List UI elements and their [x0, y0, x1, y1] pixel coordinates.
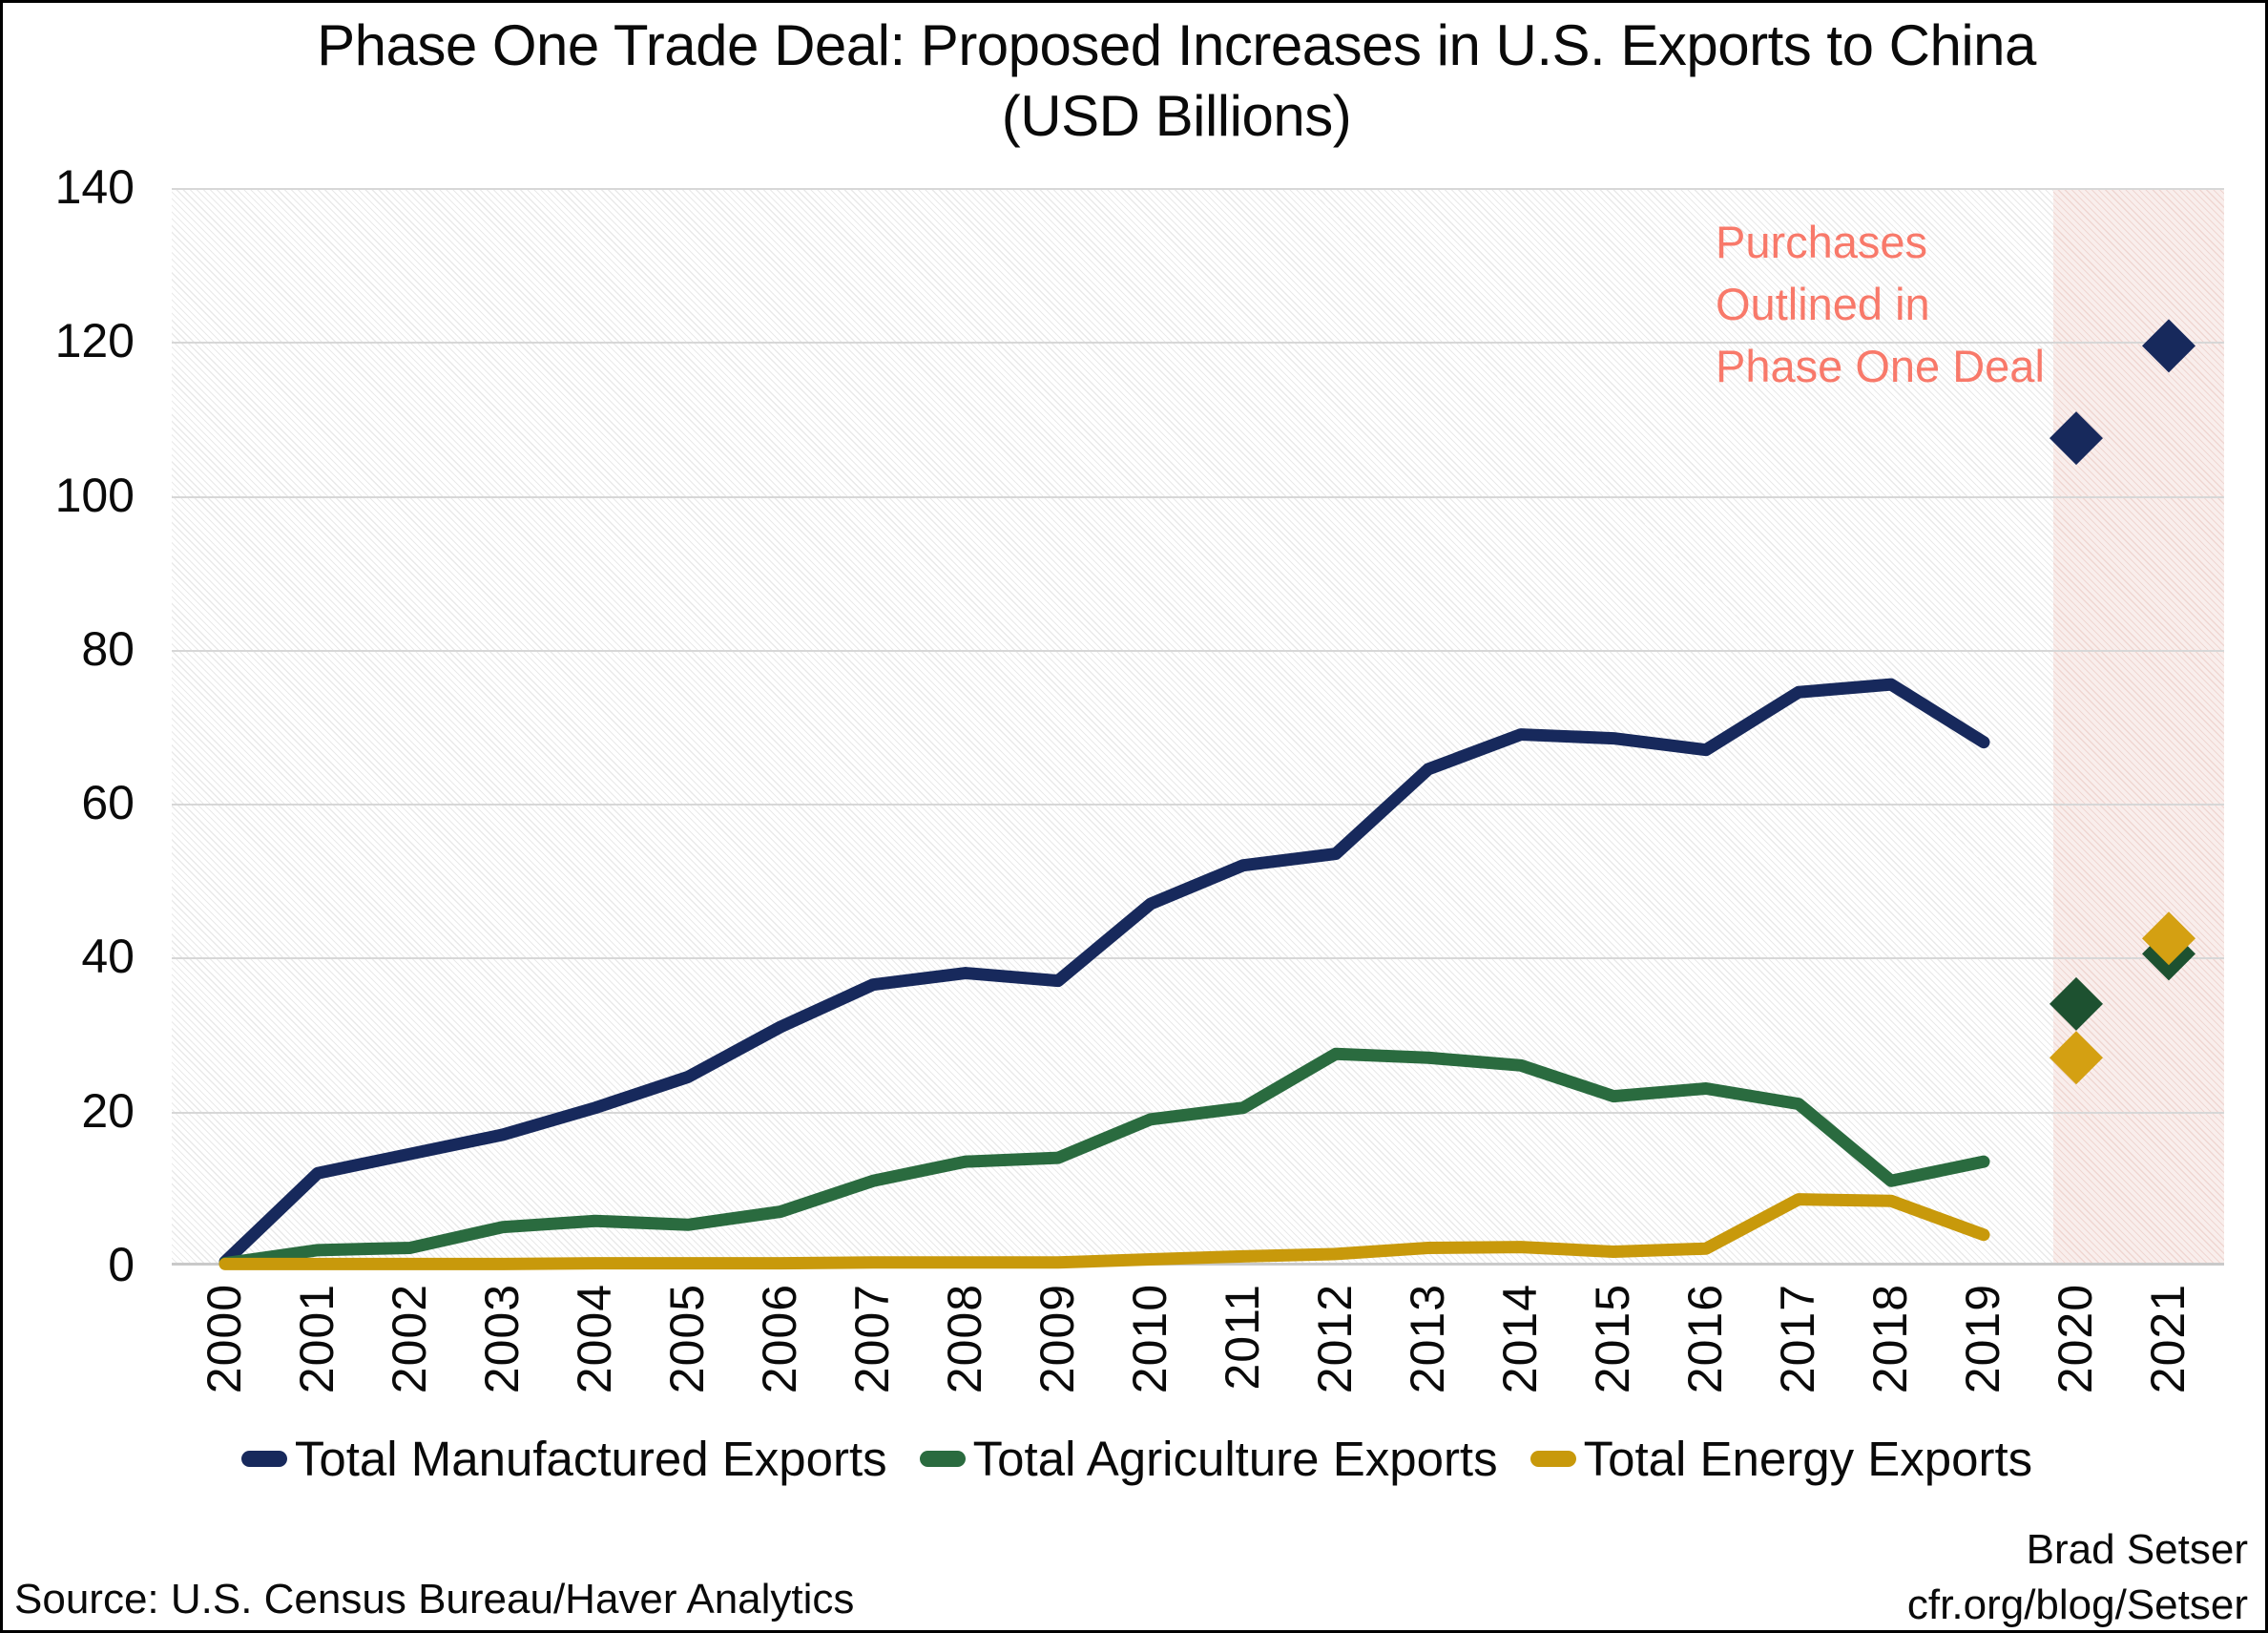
legend-item-agriculture: Total Agriculture Exports	[919, 1431, 1498, 1487]
y-tick-label-0: 0	[108, 1238, 135, 1291]
x-tick-label-2017: 2017	[1771, 1284, 1824, 1394]
gridline-140	[172, 188, 2224, 190]
annotation-line-3: Phase One Deal	[1716, 341, 2045, 391]
legend-label-energy: Total Energy Exports	[1583, 1432, 2033, 1486]
agriculture-legend-marker	[919, 1451, 966, 1467]
annotation-line-1: Purchases	[1716, 217, 1928, 267]
x-tick-label-2004: 2004	[568, 1284, 621, 1394]
x-tick-label-2018: 2018	[1863, 1284, 1917, 1394]
legend-item-manufactured: Total Manufactured Exports	[240, 1431, 887, 1487]
source-note: Source: U.S. Census Bureau/Haver Analyti…	[14, 1576, 855, 1623]
phase-one-annotation: Purchases Outlined in Phase One Deal	[1716, 211, 2045, 397]
x-tick-label-2016: 2016	[1678, 1284, 1732, 1394]
y-tick-label-40: 40	[81, 930, 135, 984]
y-tick-label-60: 60	[81, 776, 135, 830]
plot-area	[172, 188, 2224, 1270]
author-url: cfr.org/blog/Setser	[1906, 1581, 2248, 1628]
legend: Total Manufactured Exports Total Agricul…	[3, 1431, 2268, 1487]
series-line-total-energy-exports	[218, 1193, 1990, 1270]
legend-label-agriculture: Total Agriculture Exports	[972, 1432, 1498, 1486]
gridline-120	[172, 342, 2224, 345]
x-tick-label-2000: 2000	[198, 1284, 251, 1394]
x-tick-label-2010: 2010	[1123, 1284, 1176, 1394]
x-tick-label-2021: 2021	[2141, 1284, 2195, 1394]
y-tick-label-140: 140	[54, 160, 135, 214]
y-tick-label-20: 20	[81, 1083, 135, 1138]
x-tick-label-2012: 2012	[1308, 1284, 1362, 1394]
x-tick-label-2006: 2006	[753, 1284, 806, 1394]
gridline-40	[172, 957, 2224, 960]
target-diamond-2021-total-manufactured-exports	[2142, 319, 2195, 373]
target-diamond-2020-total-energy-exports	[2050, 1031, 2103, 1085]
chart-title-line2: (USD Billions)	[1001, 84, 1352, 148]
x-tick-label-2003: 2003	[475, 1284, 529, 1394]
gridline-60	[172, 804, 2224, 806]
y-tick-label-100: 100	[54, 468, 135, 522]
gridline-0	[172, 1263, 2224, 1266]
y-tick-label-80: 80	[81, 621, 135, 676]
y-tick-label-120: 120	[54, 314, 135, 368]
x-tick-label-2001: 2001	[290, 1284, 343, 1394]
x-tick-label-2005: 2005	[660, 1284, 714, 1394]
manufactured-legend-marker	[240, 1451, 287, 1467]
legend-label-manufactured: Total Manufactured Exports	[294, 1432, 887, 1486]
x-tick-label-2002: 2002	[383, 1284, 436, 1394]
x-tick-label-2013: 2013	[1401, 1284, 1454, 1394]
data-series-layer	[218, 319, 2195, 1270]
legend-item-energy: Total Energy Exports	[1529, 1431, 2033, 1487]
x-tick-label-2009: 2009	[1030, 1284, 1084, 1394]
x-tick-label-2007: 2007	[845, 1284, 899, 1394]
series-line-total-agriculture-exports	[218, 1047, 1990, 1270]
energy-legend-marker	[1529, 1451, 1576, 1467]
annotation-line-2: Outlined in	[1716, 279, 1930, 329]
gridline-100	[172, 495, 2224, 498]
x-tick-label-2020: 2020	[2049, 1284, 2102, 1394]
x-tick-label-2011: 2011	[1216, 1284, 1269, 1391]
author-name: Brad Setser	[2026, 1526, 2248, 1573]
author-credit: Brad Setser cfr.org/blog/Setser	[1907, 1522, 2248, 1633]
chart-title: Phase One Trade Deal: Proposed Increases…	[127, 10, 2226, 152]
x-tick-label-2008: 2008	[938, 1284, 991, 1394]
target-diamond-2020-total-agriculture-exports	[2050, 976, 2103, 1031]
target-diamond-2021-total-energy-exports	[2142, 911, 2195, 966]
series-line-total-manufactured-exports	[218, 678, 1990, 1268]
phase-one-highlight-band	[2052, 188, 2224, 1266]
x-tick-label-2015: 2015	[1586, 1284, 1639, 1394]
gridline-80	[172, 649, 2224, 652]
x-tick-label-2014: 2014	[1493, 1284, 1547, 1394]
chart-title-line1: Phase One Trade Deal: Proposed Increases…	[317, 13, 2036, 77]
x-tick-label-2019: 2019	[1956, 1284, 2009, 1394]
target-diamond-2020-total-manufactured-exports	[2050, 411, 2103, 466]
